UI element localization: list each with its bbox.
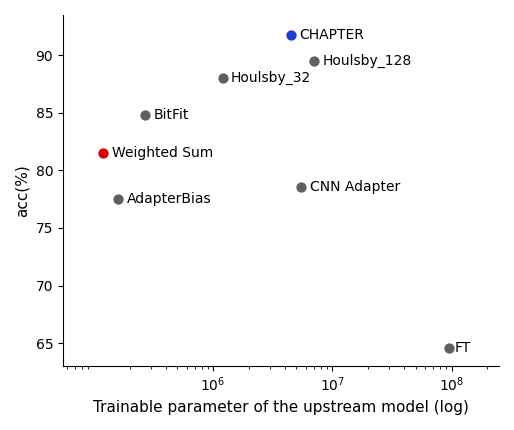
Point xyxy=(141,112,150,119)
Text: FT: FT xyxy=(454,341,471,355)
Point xyxy=(310,58,318,64)
Point xyxy=(99,150,107,157)
Text: CHAPTER: CHAPTER xyxy=(299,28,364,42)
Point xyxy=(218,75,227,82)
Text: Weighted Sum: Weighted Sum xyxy=(112,146,213,160)
Text: CNN Adapter: CNN Adapter xyxy=(310,180,400,194)
Point xyxy=(114,196,122,203)
Point xyxy=(445,344,453,351)
Text: BitFit: BitFit xyxy=(154,108,189,122)
Point xyxy=(287,31,295,38)
Text: AdapterBias: AdapterBias xyxy=(126,192,211,206)
Y-axis label: acc(%): acc(%) xyxy=(15,164,30,217)
Text: Houlsby_32: Houlsby_32 xyxy=(231,71,311,86)
Point xyxy=(297,183,305,190)
Text: Houlsby_128: Houlsby_128 xyxy=(322,54,411,68)
X-axis label: Trainable parameter of the upstream model (log): Trainable parameter of the upstream mode… xyxy=(93,400,469,415)
